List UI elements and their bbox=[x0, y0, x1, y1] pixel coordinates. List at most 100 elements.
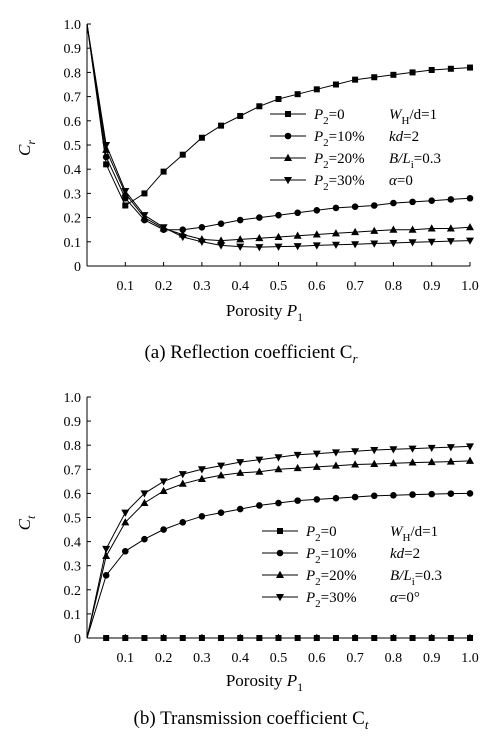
legend-entry-label: P2=0 bbox=[305, 524, 337, 544]
data-point-circle bbox=[351, 493, 359, 501]
data-point-square bbox=[332, 81, 339, 88]
data-point-triangle-up bbox=[140, 498, 149, 507]
data-point-circle bbox=[160, 526, 167, 533]
y-tick-label: 0.9 bbox=[64, 415, 82, 430]
data-point-square bbox=[103, 161, 110, 168]
parameter-label: WH/d=1 bbox=[389, 107, 437, 127]
legend-marker-triangle-up bbox=[284, 153, 292, 161]
x-tick-label: 0.3 bbox=[193, 279, 211, 294]
data-point-circle bbox=[236, 505, 244, 513]
data-point-triangle-up bbox=[293, 231, 302, 239]
data-point-triangle-up bbox=[312, 462, 321, 470]
x-tick-label: 0.7 bbox=[346, 279, 364, 294]
x-tick-label: 0.1 bbox=[117, 279, 135, 294]
data-point-circle bbox=[122, 194, 129, 202]
legend-entry-label: P2=10% bbox=[313, 129, 365, 149]
data-point-triangle-up bbox=[446, 457, 455, 465]
data-point-circle bbox=[466, 194, 474, 202]
data-point-triangle-down bbox=[159, 478, 168, 486]
data-point-square bbox=[141, 190, 148, 197]
legend-entry-label: P2=10% bbox=[305, 546, 357, 566]
legend-marker-triangle-up bbox=[276, 570, 284, 578]
parameter-label: α=0 bbox=[389, 173, 413, 189]
legend-entry-label: P2=20% bbox=[313, 151, 365, 171]
data-point-circle bbox=[332, 204, 340, 212]
data-point-triangle-up bbox=[255, 467, 264, 475]
data-point-triangle-down bbox=[331, 449, 340, 457]
legend-marker-square bbox=[285, 111, 291, 117]
parameter-label: α=0° bbox=[390, 590, 420, 606]
x-tick-label: 0.1 bbox=[117, 651, 135, 666]
data-point-circle bbox=[275, 211, 282, 219]
data-point-triangle-up bbox=[408, 225, 417, 233]
data-point-square bbox=[447, 635, 454, 641]
x-tick-label: 0.9 bbox=[423, 651, 441, 666]
data-point-triangle-up bbox=[351, 460, 360, 468]
data-point-square bbox=[103, 635, 110, 641]
y-tick-label: 0.6 bbox=[64, 487, 82, 502]
y-tick-label: 1.0 bbox=[64, 391, 82, 406]
data-point-triangle-down bbox=[102, 545, 111, 554]
data-point-triangle-down bbox=[217, 242, 226, 250]
data-point-triangle-down bbox=[466, 237, 474, 245]
data-point-circle bbox=[122, 547, 129, 555]
data-point-circle bbox=[409, 491, 416, 498]
x-tick-label: 0.8 bbox=[385, 279, 403, 294]
y-tick-label: 0.1 bbox=[64, 236, 82, 251]
data-point-square bbox=[428, 635, 435, 641]
data-point-triangle-down bbox=[121, 187, 130, 196]
data-point-circle bbox=[179, 226, 187, 233]
parameter-label: kd=2 bbox=[389, 129, 419, 145]
legend-marker-square bbox=[277, 528, 283, 534]
parameter-label: WH/d=1 bbox=[390, 524, 438, 544]
data-point-triangle-down bbox=[312, 450, 321, 458]
data-point-triangle-down bbox=[159, 224, 168, 232]
data-point-circle bbox=[313, 496, 321, 503]
data-point-circle bbox=[390, 199, 397, 207]
data-point-square bbox=[237, 635, 244, 641]
data-point-triangle-up bbox=[121, 518, 130, 526]
data-point-circle bbox=[141, 535, 148, 543]
x-axis-label: Porosity P1 bbox=[226, 671, 303, 694]
legend-marker-circle bbox=[276, 549, 284, 557]
data-point-triangle-down bbox=[236, 459, 245, 467]
y-tick-label: 0.1 bbox=[64, 608, 82, 623]
x-tick-label: 0.4 bbox=[231, 651, 249, 666]
data-point-square bbox=[122, 635, 129, 641]
data-point-triangle-up bbox=[217, 471, 226, 479]
data-point-triangle-up bbox=[331, 461, 340, 469]
data-point-triangle-up bbox=[370, 459, 379, 467]
data-point-triangle-down bbox=[427, 444, 436, 453]
data-point-triangle-down bbox=[312, 242, 321, 250]
data-point-circle bbox=[370, 202, 378, 209]
data-point-triangle-down bbox=[466, 443, 474, 451]
data-point-triangle-up bbox=[102, 145, 111, 153]
data-point-triangle-up bbox=[236, 468, 245, 476]
x-tick-label: 0.2 bbox=[155, 651, 173, 666]
y-tick-label: 0 bbox=[74, 260, 81, 275]
data-point-circle bbox=[447, 196, 455, 203]
x-tick-label: 1.0 bbox=[461, 651, 479, 666]
data-point-circle bbox=[294, 497, 301, 504]
data-point-triangle-up bbox=[427, 457, 436, 466]
data-point-triangle-up bbox=[408, 458, 417, 466]
data-point-triangle-up bbox=[370, 226, 379, 234]
y-tick-label: 0.2 bbox=[64, 212, 82, 227]
data-point-circle bbox=[198, 223, 206, 231]
data-point-triangle-up bbox=[178, 479, 187, 487]
data-point-triangle-down bbox=[102, 142, 111, 150]
data-point-triangle-down bbox=[255, 244, 264, 252]
data-point-square bbox=[313, 635, 320, 641]
x-axis-label: Porosity P1 bbox=[226, 301, 303, 324]
data-point-triangle-down bbox=[446, 238, 455, 246]
data-point-square bbox=[447, 65, 454, 72]
x-tick-label: 0.9 bbox=[423, 279, 441, 294]
data-point-square bbox=[294, 635, 301, 641]
data-point-triangle-up bbox=[466, 223, 474, 231]
data-point-circle bbox=[294, 209, 301, 217]
data-point-square bbox=[332, 635, 339, 641]
data-point-square bbox=[179, 635, 186, 641]
data-point-circle bbox=[428, 197, 436, 204]
legend-entry-label: P2=0 bbox=[313, 107, 345, 127]
